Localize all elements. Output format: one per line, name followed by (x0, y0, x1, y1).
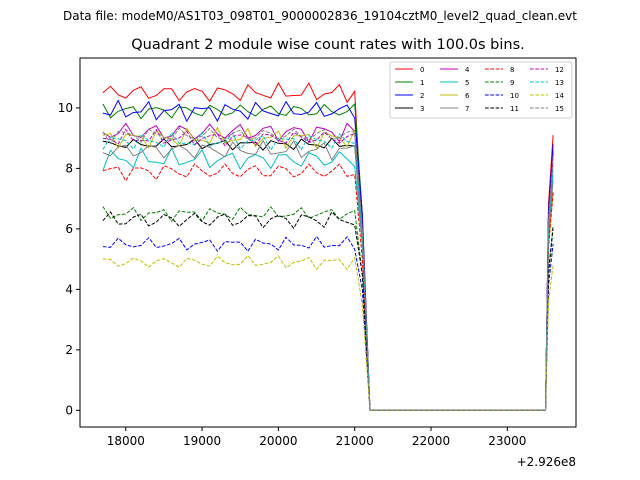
legend-label-15: 15 (555, 105, 564, 113)
legend-label-14: 14 (555, 92, 564, 100)
legend-label-9: 9 (510, 79, 514, 87)
legend-label-12: 12 (555, 66, 564, 74)
ticks-layer: 18000 19000 20000 21000 22000 23000 0 2 4 6 8 10 (58, 101, 527, 448)
series-line-15 (102, 127, 554, 411)
legend-label-10: 10 (510, 92, 519, 100)
chart-title: Quadrant 2 module wise count rates with … (131, 37, 525, 53)
y-tick-label: 4 (65, 282, 73, 296)
legend-label-8: 8 (510, 66, 514, 74)
legend-label-4: 4 (465, 66, 470, 74)
x-offset-label: +2.926e8 (517, 455, 576, 469)
x-tick-label: 19000 (183, 434, 221, 448)
series-layer (102, 81, 554, 411)
y-tick-label: 10 (58, 101, 73, 115)
axes-frame (79, 57, 577, 428)
legend-label-1: 1 (420, 79, 424, 87)
legend-label-2: 2 (420, 92, 424, 100)
x-tick-label: 21000 (336, 434, 374, 448)
series-line-12 (102, 128, 554, 411)
legend-label-3: 3 (420, 105, 424, 113)
legend-label-5: 5 (465, 79, 469, 87)
legend-label-13: 13 (555, 79, 564, 87)
figure-suptitle: Data file: modeM0/AS1T03_098T01_90000028… (63, 9, 577, 23)
y-tick-label: 2 (65, 343, 73, 357)
legend-box (389, 61, 573, 119)
legend-label-0: 0 (420, 66, 424, 74)
legend-label-7: 7 (465, 105, 469, 113)
x-tick-label: 20000 (259, 434, 297, 448)
x-tick-label: 22000 (412, 434, 450, 448)
legend-label-6: 6 (465, 92, 470, 100)
y-tick-label: 0 (65, 403, 73, 417)
x-tick-label: 23000 (488, 434, 526, 448)
x-tick-label: 18000 (107, 434, 145, 448)
legend-label-11: 11 (510, 105, 519, 113)
y-tick-label: 8 (65, 161, 73, 175)
y-tick-label: 6 (65, 222, 73, 236)
